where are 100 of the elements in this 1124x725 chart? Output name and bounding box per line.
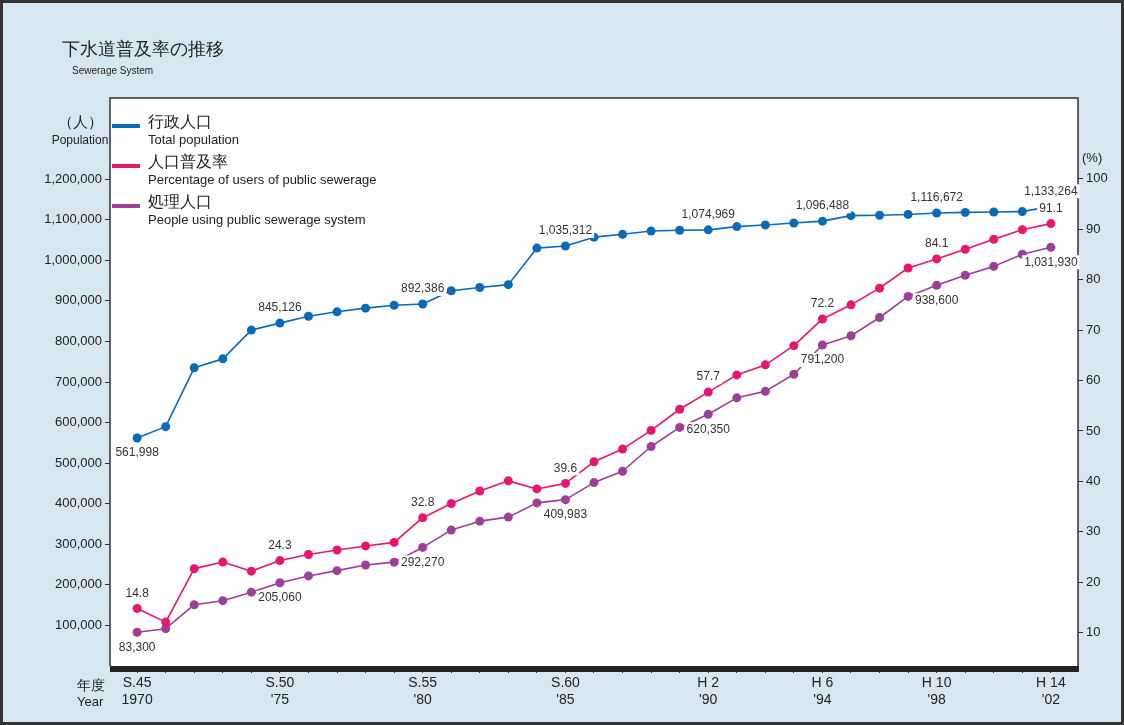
point bbox=[760, 360, 770, 370]
point bbox=[875, 283, 885, 293]
point bbox=[303, 311, 313, 321]
y-axis-title: （人） Population bbox=[50, 112, 110, 149]
y2-tick-label: 50 bbox=[1086, 422, 1101, 438]
data-label: 24.3 bbox=[268, 537, 292, 552]
data-label: 1,096,488 bbox=[795, 198, 850, 213]
point bbox=[275, 318, 285, 328]
y-tick-label: 400,000 bbox=[55, 495, 102, 511]
point bbox=[789, 369, 799, 379]
y-tick-label: 500,000 bbox=[55, 454, 102, 470]
point bbox=[589, 457, 599, 467]
x-tick-label: S.55 '80 bbox=[408, 674, 438, 708]
data-label: 14.8 bbox=[125, 585, 150, 600]
data-label: 892,386 bbox=[400, 281, 445, 296]
data-label: 57.7 bbox=[696, 369, 721, 384]
x-tick-label: H 14 '02 bbox=[1036, 674, 1066, 708]
y2-tick-label: 80 bbox=[1086, 271, 1101, 287]
point bbox=[732, 222, 742, 232]
point bbox=[475, 486, 485, 496]
y-tick-label: 1,100,000 bbox=[44, 211, 102, 227]
y-tick-label: 600,000 bbox=[55, 414, 102, 430]
point bbox=[532, 498, 542, 508]
data-label: 1,133,264 bbox=[1024, 183, 1078, 198]
point bbox=[218, 557, 228, 567]
point bbox=[560, 241, 570, 251]
point bbox=[703, 409, 713, 419]
point bbox=[760, 386, 770, 396]
point bbox=[1046, 219, 1056, 229]
point bbox=[960, 207, 970, 217]
point bbox=[960, 270, 970, 280]
data-label: 1,116,672 bbox=[910, 190, 964, 205]
point bbox=[389, 537, 399, 547]
point bbox=[189, 363, 199, 373]
point bbox=[1017, 207, 1027, 217]
point bbox=[817, 216, 827, 226]
point bbox=[332, 545, 342, 555]
point bbox=[389, 300, 399, 310]
point bbox=[503, 512, 513, 522]
y-tick-label: 700,000 bbox=[55, 373, 102, 389]
y2-tick-label: 20 bbox=[1086, 573, 1101, 589]
y-tick-label: 100,000 bbox=[55, 617, 102, 633]
point bbox=[618, 444, 628, 454]
point bbox=[446, 525, 456, 535]
point bbox=[332, 307, 342, 317]
y2-tick-label: 40 bbox=[1086, 472, 1101, 488]
point bbox=[275, 578, 285, 588]
point bbox=[932, 208, 942, 218]
data-label: 292,270 bbox=[400, 554, 445, 569]
point bbox=[189, 600, 199, 610]
point bbox=[1046, 242, 1056, 252]
point bbox=[789, 218, 799, 228]
point bbox=[303, 550, 313, 560]
point bbox=[875, 312, 885, 322]
point bbox=[503, 280, 513, 290]
y-tick-label: 300,000 bbox=[55, 535, 102, 551]
data-label: 72.2 bbox=[810, 296, 835, 311]
point bbox=[246, 566, 256, 576]
y2-tick-label: 70 bbox=[1086, 321, 1101, 337]
y2-tick-label: 10 bbox=[1086, 624, 1101, 640]
point bbox=[903, 209, 913, 219]
point bbox=[532, 484, 542, 494]
point bbox=[132, 603, 142, 613]
data-label: 561,998 bbox=[115, 445, 160, 460]
y2-axis-title: (%) bbox=[1082, 150, 1103, 165]
x-tick-label: H 2 '90 bbox=[697, 674, 720, 708]
point bbox=[817, 314, 827, 324]
point bbox=[475, 516, 485, 526]
data-label: 409,983 bbox=[543, 506, 588, 521]
data-label: 1,031,930 bbox=[1024, 254, 1078, 269]
point bbox=[275, 556, 285, 566]
point bbox=[789, 341, 799, 351]
point bbox=[618, 229, 628, 239]
point bbox=[989, 207, 999, 217]
point bbox=[246, 325, 256, 335]
point bbox=[846, 300, 856, 310]
point bbox=[161, 422, 171, 432]
point bbox=[161, 617, 171, 627]
point bbox=[618, 466, 628, 476]
x-tick-label: H 6 '94 bbox=[811, 674, 834, 708]
point bbox=[646, 425, 656, 435]
y-tick-label: 800,000 bbox=[55, 333, 102, 349]
y2-tick-label: 100 bbox=[1086, 170, 1108, 186]
point bbox=[560, 478, 570, 488]
legend-label: 処理人口 People using public sewerage system bbox=[148, 192, 366, 228]
point bbox=[132, 627, 142, 637]
point bbox=[418, 299, 428, 309]
point bbox=[703, 387, 713, 397]
point bbox=[361, 303, 371, 313]
data-label: 91.1 bbox=[1039, 200, 1063, 215]
data-label: 205,060 bbox=[258, 590, 302, 605]
point bbox=[446, 286, 456, 296]
point bbox=[932, 254, 942, 264]
y2-tick-label: 30 bbox=[1086, 523, 1101, 539]
point bbox=[989, 234, 999, 244]
point bbox=[675, 225, 685, 235]
point bbox=[446, 499, 456, 509]
x-tick-label: S.50 '75 bbox=[265, 674, 295, 708]
data-label: 39.6 bbox=[553, 460, 578, 475]
point bbox=[760, 220, 770, 230]
